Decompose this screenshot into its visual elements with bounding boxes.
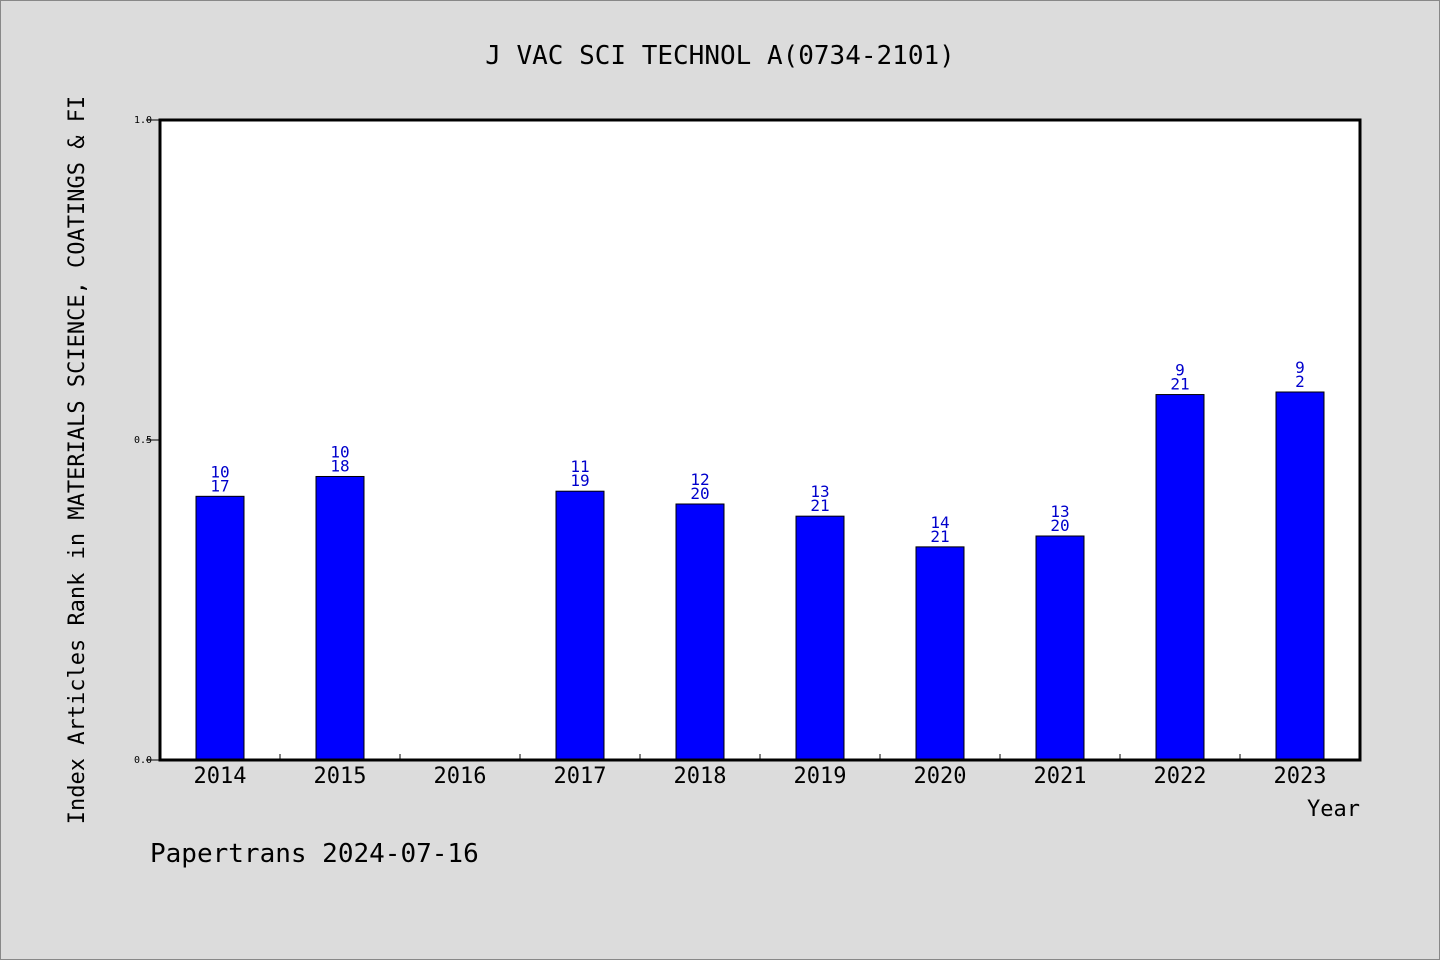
x-tick-label-2014: 2014 [194, 764, 247, 789]
x-tick-label-2021: 2021 [1034, 764, 1087, 789]
bar-2019 [795, 515, 845, 761]
bar-2018 [675, 503, 725, 761]
y-tick-label-0.0: 0.0 [134, 755, 152, 766]
data-label-bottom-2022: 21 [1170, 375, 1189, 394]
data-label-top-2022: 9 [1175, 361, 1185, 380]
data-label-top-2019: 13 [810, 482, 829, 501]
chart-title: J VAC SCI TECHNOL A(0734-2101) [485, 41, 955, 71]
y-tick-label-0.5: 0.5 [134, 435, 152, 446]
x-tick-label-2019: 2019 [794, 764, 847, 789]
x-tick-label-2016: 2016 [434, 764, 487, 789]
bar-2017 [555, 490, 605, 761]
data-label-bottom-2014: 17 [210, 476, 229, 495]
data-label-top-2023: 9 [1295, 358, 1305, 377]
data-label-bottom-2020: 21 [930, 527, 949, 546]
x-tick-label-2017: 2017 [554, 764, 607, 789]
y-axis-label: Index Articles Rank in MATERIALS SCIENCE… [65, 96, 90, 824]
data-label-top-2017: 11 [570, 457, 589, 476]
bar-2023 [1275, 391, 1325, 761]
x-tick-label-2015: 2015 [314, 764, 367, 789]
x-axis-label: Year [1307, 797, 1360, 822]
x-tick-label-2018: 2018 [674, 764, 727, 789]
data-label-top-2015: 10 [330, 442, 349, 461]
x-axis-ticks: 2014 2015 2016 2017 2018 2019 2020 2021 2022 2023 [194, 754, 1327, 789]
footer-text: Papertrans 2024-07-16 [150, 839, 479, 869]
bar-2022 [1155, 394, 1205, 761]
bar-2014 [195, 495, 245, 761]
data-label-top-2014: 10 [210, 462, 229, 481]
bar-2021 [1035, 535, 1085, 761]
data-label-bottom-2018: 20 [690, 484, 709, 503]
y-axis-ticks: 0.0 0.5 1.0 [134, 115, 160, 766]
data-label-bottom-2019: 21 [810, 496, 829, 515]
data-label-bottom-2021: 20 [1050, 516, 1069, 535]
data-label-bottom-2015: 18 [330, 456, 349, 475]
y-tick-label-1.0: 1.0 [134, 115, 152, 126]
bar-series [195, 391, 1325, 761]
x-tick-label-2022: 2022 [1154, 764, 1207, 789]
data-label-top-2018: 12 [690, 470, 709, 489]
plot-border [158, 118, 1362, 762]
data-label-bottom-2023: 2 [1295, 372, 1305, 391]
x-tick-label-2020: 2020 [914, 764, 967, 789]
bar-2020 [915, 546, 965, 761]
x-tick-label-2023: 2023 [1274, 764, 1327, 789]
data-label-bottom-2017: 19 [570, 471, 589, 490]
data-label-top-2021: 13 [1050, 502, 1069, 521]
bar-2015 [315, 475, 365, 761]
data-label-top-2020: 14 [930, 513, 949, 532]
